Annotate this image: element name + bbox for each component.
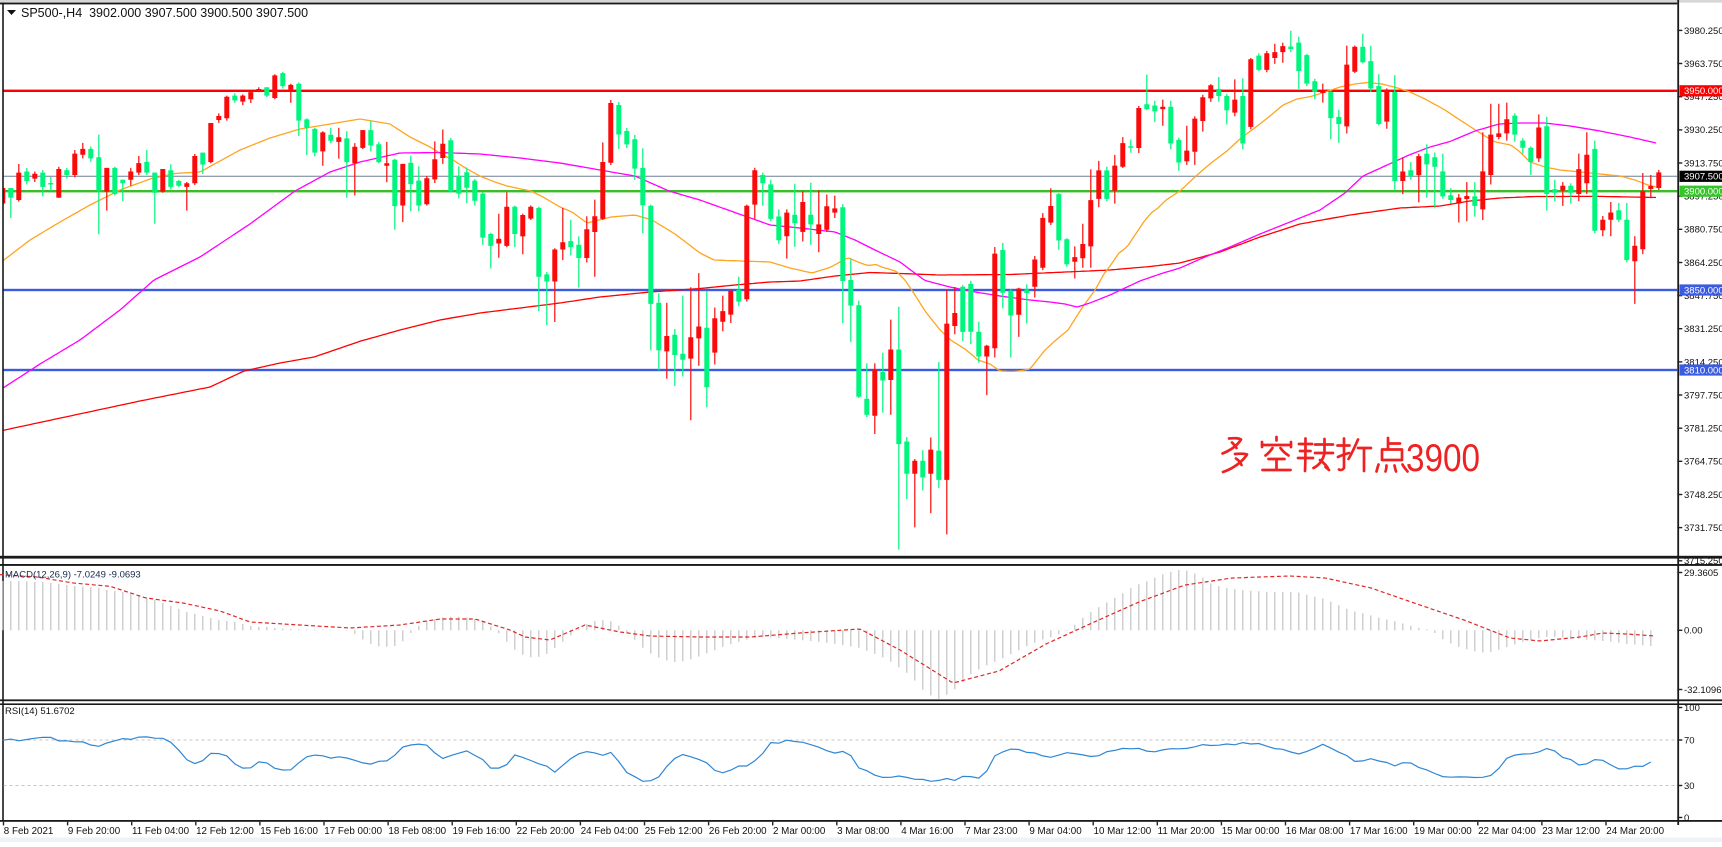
svg-text:8 Feb 2021: 8 Feb 2021 bbox=[4, 826, 54, 837]
svg-text:24 Feb 04:00: 24 Feb 04:00 bbox=[581, 826, 639, 837]
svg-text:17 Mar 16:00: 17 Mar 16:00 bbox=[1350, 826, 1408, 837]
svg-text:3731.750: 3731.750 bbox=[1684, 523, 1722, 534]
svg-text:3930.250: 3930.250 bbox=[1684, 125, 1722, 136]
svg-text:3913.750: 3913.750 bbox=[1684, 158, 1722, 169]
svg-text:3980.250: 3980.250 bbox=[1684, 26, 1722, 37]
svg-text:3850.000: 3850.000 bbox=[1684, 285, 1722, 296]
svg-text:MACD(12,26,9) -7.0249 -9.0693: MACD(12,26,9) -7.0249 -9.0693 bbox=[5, 570, 141, 581]
svg-text:3900: 3900 bbox=[1406, 437, 1480, 480]
svg-text:3 Mar 08:00: 3 Mar 08:00 bbox=[837, 826, 890, 837]
svg-text:10 Mar 12:00: 10 Mar 12:00 bbox=[1094, 826, 1152, 837]
svg-text:100: 100 bbox=[1684, 703, 1700, 714]
svg-text:3797.750: 3797.750 bbox=[1684, 390, 1722, 401]
svg-text:18 Feb 08:00: 18 Feb 08:00 bbox=[388, 826, 446, 837]
svg-text:9 Feb 20:00: 9 Feb 20:00 bbox=[68, 826, 121, 837]
svg-text:3963.750: 3963.750 bbox=[1684, 59, 1722, 70]
svg-text:9 Mar 04:00: 9 Mar 04:00 bbox=[1029, 826, 1082, 837]
svg-text:3907.500: 3907.500 bbox=[1684, 172, 1722, 183]
svg-text:3781.250: 3781.250 bbox=[1684, 424, 1722, 435]
svg-text:SP500-,H4 3902.000 3907.500 3: SP500-,H4 3902.000 3907.500 3900.500 390… bbox=[21, 6, 308, 20]
svg-text:11 Feb 04:00: 11 Feb 04:00 bbox=[132, 826, 190, 837]
svg-text:3764.750: 3764.750 bbox=[1684, 457, 1722, 468]
svg-text:3715.250: 3715.250 bbox=[1684, 556, 1722, 567]
svg-text:2 Mar 00:00: 2 Mar 00:00 bbox=[773, 826, 826, 837]
svg-text:30: 30 bbox=[1684, 781, 1695, 792]
svg-text:16 Mar 08:00: 16 Mar 08:00 bbox=[1286, 826, 1344, 837]
svg-text:3748.250: 3748.250 bbox=[1684, 490, 1722, 501]
svg-text:3900.000: 3900.000 bbox=[1684, 187, 1722, 198]
svg-text:15 Feb 16:00: 15 Feb 16:00 bbox=[260, 826, 318, 837]
svg-text:3864.250: 3864.250 bbox=[1684, 258, 1722, 269]
svg-text:19 Feb 16:00: 19 Feb 16:00 bbox=[453, 826, 511, 837]
svg-text:70: 70 bbox=[1684, 735, 1695, 746]
svg-text:29.3605: 29.3605 bbox=[1684, 568, 1718, 579]
svg-text:11 Mar 20:00: 11 Mar 20:00 bbox=[1158, 826, 1216, 837]
svg-text:24 Mar 20:00: 24 Mar 20:00 bbox=[1606, 826, 1664, 837]
svg-text:3880.750: 3880.750 bbox=[1684, 225, 1722, 236]
svg-text:3810.000: 3810.000 bbox=[1684, 365, 1722, 376]
svg-text:23 Mar 12:00: 23 Mar 12:00 bbox=[1542, 826, 1600, 837]
svg-text:0.00: 0.00 bbox=[1684, 626, 1703, 637]
svg-text:RSI(14) 51.6702: RSI(14) 51.6702 bbox=[5, 706, 75, 717]
svg-text:3831.250: 3831.250 bbox=[1684, 324, 1722, 335]
svg-text:4 Mar 16:00: 4 Mar 16:00 bbox=[901, 826, 954, 837]
svg-text:25 Feb 12:00: 25 Feb 12:00 bbox=[645, 826, 703, 837]
svg-text:15 Mar 00:00: 15 Mar 00:00 bbox=[1222, 826, 1280, 837]
svg-text:26 Feb 20:00: 26 Feb 20:00 bbox=[709, 826, 767, 837]
svg-text:3950.000: 3950.000 bbox=[1684, 86, 1722, 97]
svg-text:-32.1096: -32.1096 bbox=[1684, 685, 1722, 696]
svg-text:22 Mar 04:00: 22 Mar 04:00 bbox=[1478, 826, 1536, 837]
svg-text:7 Mar 23:00: 7 Mar 23:00 bbox=[965, 826, 1018, 837]
svg-text:12 Feb 12:00: 12 Feb 12:00 bbox=[196, 826, 254, 837]
svg-text:17 Feb 00:00: 17 Feb 00:00 bbox=[324, 826, 382, 837]
svg-text:0: 0 bbox=[1684, 813, 1689, 824]
svg-text:19 Mar 00:00: 19 Mar 00:00 bbox=[1414, 826, 1472, 837]
svg-text:22 Feb 20:00: 22 Feb 20:00 bbox=[517, 826, 575, 837]
